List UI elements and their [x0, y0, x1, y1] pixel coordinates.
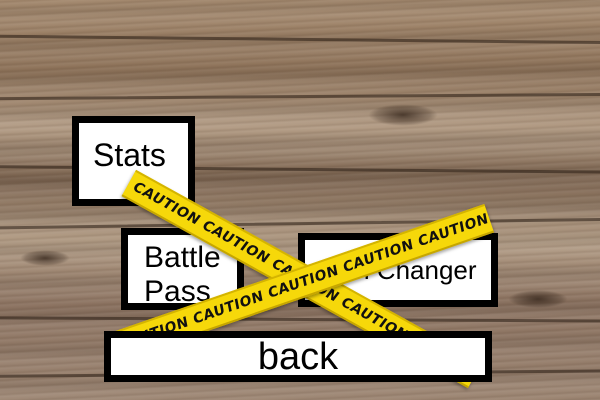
- wood-knot: [508, 290, 568, 308]
- stats-button-label: Stats: [93, 137, 166, 173]
- back-button-label: back: [257, 336, 339, 378]
- plank-seam: [0, 34, 600, 45]
- wood-knot: [368, 104, 438, 126]
- plank-seam: [0, 92, 600, 101]
- plank-seam: [0, 316, 600, 323]
- battle-pass-button-label: Battle Pass: [144, 241, 221, 308]
- back-button[interactable]: back: [104, 331, 492, 382]
- plank-seam: [0, 217, 600, 230]
- wood-knot: [20, 250, 70, 266]
